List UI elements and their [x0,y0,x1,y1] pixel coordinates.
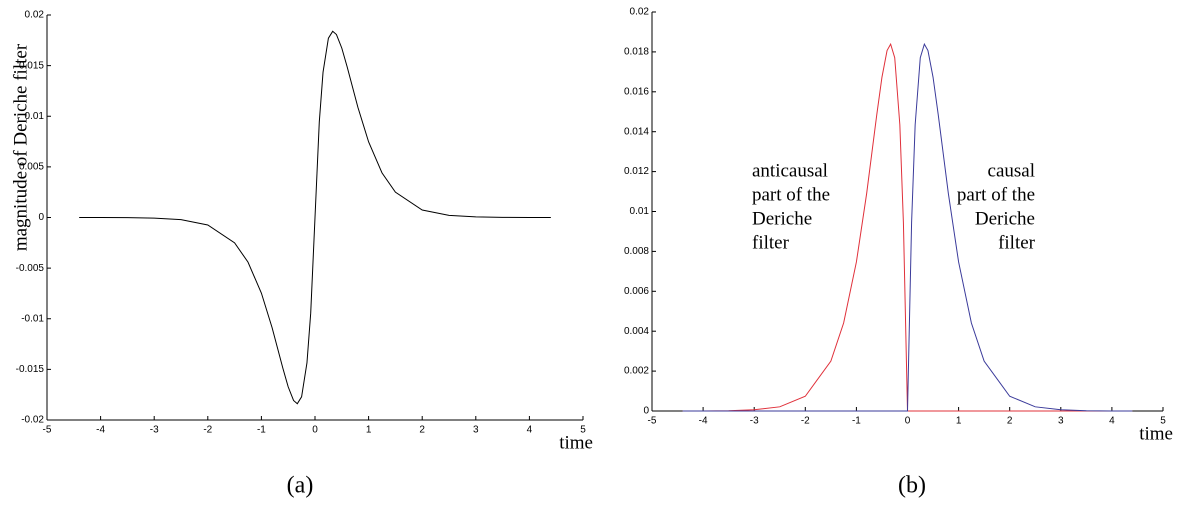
x-tick-label: 0 [905,416,911,427]
annotation: filter [998,232,1036,253]
y-axis-label: magnitude of Deriche filter [10,43,31,251]
y-tick-label: 0.002 [624,366,649,377]
x-tick-label: -2 [203,425,212,436]
x-axis-label: time [1139,423,1173,444]
annotation: Deriche [975,208,1035,229]
x-tick-label: -4 [699,416,708,427]
line-series [682,42,1133,412]
x-tick-label: 4 [1109,416,1115,427]
x-tick-label: 4 [527,425,533,436]
x-tick-label: 1 [956,416,962,427]
annotation: part of the [957,184,1035,205]
y-tick-label: 0.006 [624,286,649,297]
annotation: causal [988,160,1035,181]
y-tick-label: 0.004 [624,326,649,337]
annotation: filter [752,232,790,253]
x-tick-label: 5 [1160,416,1166,427]
x-tick-label: -3 [750,416,759,427]
y-tick-label: 0 [38,212,44,223]
y-tick-label: 0.01 [630,206,650,217]
y-tick-label: 0 [643,406,649,417]
x-tick-label: -2 [801,416,810,427]
x-tick-label: 2 [1007,416,1013,427]
y-tick-label: 0.012 [624,166,649,177]
x-tick-label: 3 [1058,416,1064,427]
caption: (b) [898,473,926,499]
y-tick-label: 0.018 [624,47,649,58]
annotation: anticausal [752,160,828,181]
x-tick-label: -5 [648,416,657,427]
caption: (a) [287,473,314,499]
y-tick-label: -0.005 [16,263,45,274]
x-tick-label: -3 [150,425,159,436]
y-tick-label: 0.016 [624,86,649,97]
x-tick-label: 1 [366,425,372,436]
y-tick-label: -0.01 [21,313,44,324]
y-tick-label: 0.005 [19,162,44,173]
x-tick-label: 2 [419,425,425,436]
line-series [682,42,1133,412]
y-tick-label: 0.014 [624,126,649,137]
annotation: Deriche [752,208,812,229]
annotation: part of the [752,184,830,205]
x-tick-label: 5 [580,425,586,436]
x-tick-label: -1 [852,416,861,427]
x-tick-label: -5 [43,425,52,436]
y-tick-label: 0.008 [624,246,649,257]
x-axis-label: time [559,432,593,453]
y-tick-label: -0.015 [16,364,45,375]
y-tick-label: 0.02 [25,10,45,21]
x-tick-label: 3 [473,425,479,436]
y-tick-label: 0.02 [630,7,650,18]
y-tick-label: -0.02 [21,415,44,426]
x-tick-label: -1 [257,425,266,436]
y-tick-label: 0.015 [19,60,44,71]
x-tick-label: -4 [96,425,105,436]
x-tick-label: 0 [312,425,318,436]
line-series [79,30,551,405]
y-tick-label: 0.01 [25,111,45,122]
